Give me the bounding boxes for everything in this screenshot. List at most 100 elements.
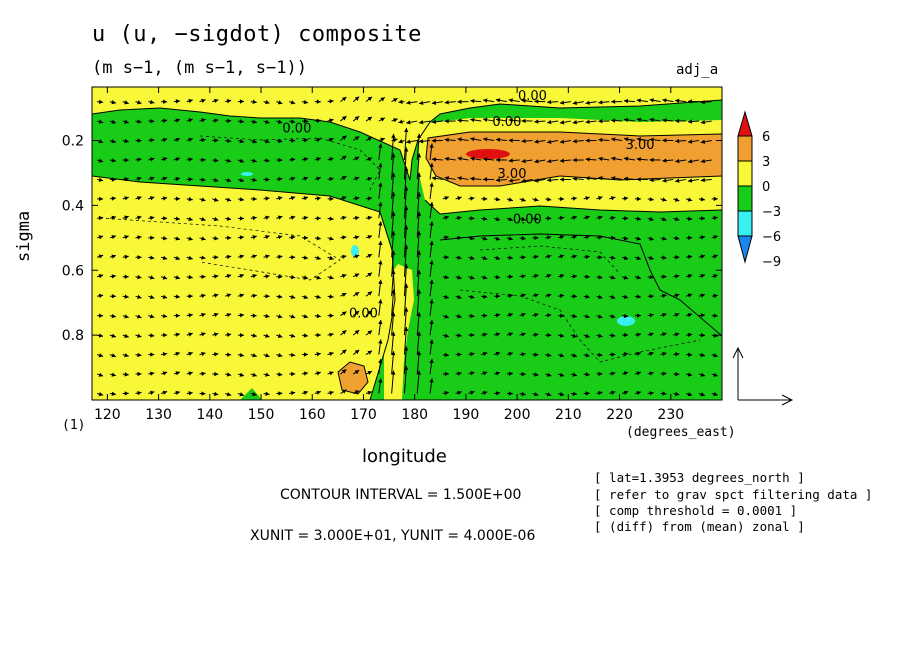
vector-arrowhead: [290, 119, 296, 124]
chart-units: (m s−1, (m s−1, s−1)): [92, 58, 307, 78]
vector-arrowhead: [239, 352, 244, 358]
vector-arrowhead: [419, 100, 424, 106]
vector-arrowhead: [521, 352, 526, 357]
vector-arrowhead: [469, 275, 475, 280]
vector-arrowhead: [534, 392, 539, 397]
vector-arrowhead: [226, 372, 232, 377]
vector-arrowhead: [416, 153, 422, 158]
vector-arrowhead: [559, 353, 565, 358]
vector-arrowhead: [623, 275, 629, 280]
vector-arrowhead: [303, 294, 308, 300]
vector-arrowhead: [598, 371, 603, 377]
vector-arrowhead: [444, 314, 449, 319]
chart-title: u (u, −sigdot) composite: [92, 22, 422, 47]
axes: 120 130 140 150 160 170 180 190 200 210 220 230 0.2 0…: [62, 87, 722, 423]
negative-patch-small-2: [351, 245, 359, 257]
vector-arrowhead: [391, 192, 396, 197]
vector-arrowhead: [329, 99, 334, 104]
vector-arrowhead: [559, 235, 565, 240]
negative-patch-small-3: [617, 316, 635, 326]
vector-arrowhead: [636, 371, 641, 376]
vector-arrowhead: [444, 196, 449, 201]
vector-arrowhead: [391, 270, 396, 275]
vector-arrowhead: [546, 197, 552, 202]
x-tick-label: 170: [350, 407, 377, 423]
vector-arrow: [391, 250, 395, 277]
vector-arrowhead: [713, 215, 718, 221]
vector-arrowhead: [649, 197, 654, 202]
vector-arrowhead: [521, 178, 526, 183]
vector-arrowhead: [265, 353, 270, 358]
colorbar-segment: [737, 235, 753, 264]
vector-arrowhead: [341, 116, 347, 121]
vector-arrowhead: [226, 392, 232, 397]
vector-arrowhead: [457, 99, 462, 104]
colorbar-segment: [737, 185, 753, 212]
vector-arrowhead: [341, 311, 347, 316]
vector-arrowhead: [495, 98, 501, 103]
colorbar-label: 6: [762, 130, 770, 145]
vector-arrowhead: [560, 313, 565, 318]
vector-arrowhead: [303, 333, 308, 338]
vector-arrowhead: [239, 197, 244, 202]
vector-arrowhead: [98, 333, 104, 338]
vector-arrowhead: [354, 330, 360, 335]
vector-arrowhead: [483, 313, 488, 318]
x-tick-label: 210: [555, 407, 582, 423]
vector-arrowhead: [636, 216, 641, 221]
vector-arrowhead: [162, 235, 168, 241]
vector-arrowhead: [252, 313, 257, 318]
vector-arrowhead: [149, 99, 155, 105]
vector-arrowhead: [391, 370, 396, 375]
vector-arrowhead: [495, 255, 501, 261]
vector-arrowhead: [559, 372, 565, 377]
vector-arrowhead: [367, 137, 373, 142]
vector-arrowhead: [226, 274, 232, 279]
vector-arrowhead: [649, 216, 654, 222]
vector-arrowhead: [391, 172, 396, 177]
contour-label: 3.00: [498, 167, 527, 182]
vector-arrowhead: [98, 293, 104, 299]
colorbar-segment: [737, 135, 753, 162]
vector-arrowhead: [98, 139, 104, 144]
vector-arrowhead: [290, 274, 296, 280]
vector-arrowhead: [111, 139, 116, 144]
vector-arrowhead: [226, 178, 232, 183]
vector-arrowhead: [649, 137, 654, 143]
vector-arrowhead: [137, 314, 142, 319]
vector-arrowhead: [457, 255, 462, 260]
vector-arrowhead: [162, 371, 168, 376]
vector-arrowhead: [226, 99, 232, 104]
vector-arrow: [391, 133, 395, 161]
vector-arrowhead: [277, 314, 283, 319]
vector-arrowhead: [391, 153, 396, 158]
vector-arrowhead: [674, 216, 680, 222]
colorbar: 6 3 0 −3 −6 −9: [737, 110, 781, 270]
vector-arrowhead: [572, 100, 578, 106]
vector-arrowhead: [610, 294, 616, 300]
vector-arrowhead: [162, 137, 168, 143]
vector-arrow: [391, 192, 395, 219]
vector-arrowhead: [572, 294, 577, 299]
vector-arrow: [403, 225, 407, 258]
vector-arrowhead: [290, 390, 296, 396]
vector-arrowhead: [391, 211, 396, 216]
vector-arrowhead: [201, 255, 206, 260]
vector-arrowhead: [429, 358, 434, 364]
vector-arrowhead: [470, 352, 475, 357]
vector-arrowhead: [611, 137, 616, 142]
vector-arrowhead: [700, 235, 705, 240]
vector-arrowhead: [398, 119, 403, 124]
vector-arrowhead: [98, 235, 104, 240]
vector-arrowhead: [98, 391, 104, 397]
vector-arrowhead: [649, 371, 654, 376]
vector-arrowhead: [341, 349, 347, 354]
vector-arrowhead: [470, 176, 475, 181]
vector-arrowhead: [124, 254, 129, 260]
vector-arrowhead: [111, 196, 116, 201]
plot-frame: [91, 86, 723, 401]
vector-arrowhead: [403, 346, 409, 351]
vector-arrowhead: [341, 196, 347, 201]
colorbar-label: −9: [762, 255, 781, 270]
vector-arrowhead: [213, 197, 219, 202]
